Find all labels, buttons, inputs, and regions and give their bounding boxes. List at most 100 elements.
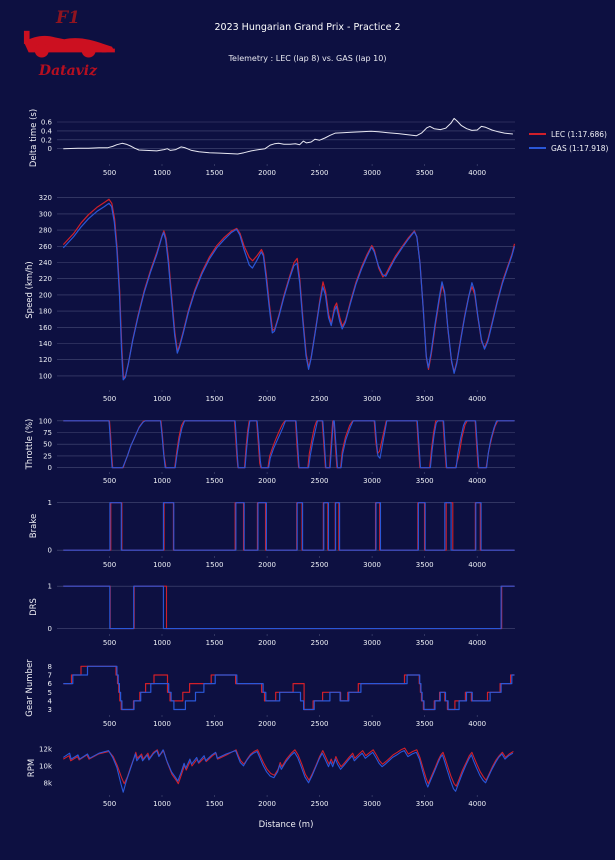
svg-text:1500: 1500 [206, 639, 224, 647]
svg-text:50: 50 [43, 441, 52, 449]
svg-text:1500: 1500 [206, 395, 224, 403]
svg-text:1500: 1500 [206, 169, 224, 177]
svg-text:0: 0 [48, 145, 52, 153]
svg-text:12k: 12k [39, 745, 53, 753]
svg-text:3000: 3000 [363, 800, 381, 808]
delta-time-plot: 00.20.40.6 500 1000 1500 2000 2500 3000 3500 400… [41, 117, 515, 177]
svg-text:2500: 2500 [311, 561, 329, 569]
f1-dataviz-logo: F1 Dataviz [18, 8, 118, 79]
gear-chart: Gear Number 3 4 5 6 7 8 500 1000 1500 2000 2500 300… [0, 659, 615, 729]
svg-text:100: 100 [39, 372, 52, 380]
svg-text:500: 500 [103, 561, 116, 569]
svg-text:500: 500 [103, 720, 116, 728]
svg-text:3000: 3000 [363, 477, 381, 485]
svg-text:3500: 3500 [416, 395, 434, 403]
svg-text:0.6: 0.6 [41, 119, 53, 127]
svg-text:0: 0 [48, 625, 52, 633]
svg-text:1500: 1500 [206, 477, 224, 485]
lec-line-swatch [529, 133, 546, 135]
f1-car-icon [23, 30, 115, 58]
gas-line-swatch [529, 147, 546, 149]
svg-text:4000: 4000 [468, 561, 486, 569]
svg-text:3500: 3500 [416, 561, 434, 569]
svg-text:1000: 1000 [153, 800, 171, 808]
svg-text:240: 240 [39, 259, 52, 267]
rpm-plot: 8k 10k 12k 500 1000 1500 2000 2500 3000 3500 4000 [39, 745, 514, 808]
legend-item-gas: GAS (1:17.918) [529, 141, 608, 155]
svg-text:500: 500 [103, 800, 116, 808]
svg-text:3500: 3500 [416, 720, 434, 728]
svg-text:4: 4 [48, 697, 53, 705]
svg-text:3000: 3000 [363, 395, 381, 403]
svg-text:140: 140 [39, 340, 52, 348]
svg-text:5: 5 [48, 689, 52, 697]
page-subtitle: Telemetry : LEC (lap 8) vs. GAS (lap 10) [228, 54, 387, 63]
svg-text:8: 8 [48, 663, 52, 671]
svg-text:260: 260 [39, 243, 52, 251]
legend: LEC (1:17.686) GAS (1:17.918) [529, 127, 608, 155]
svg-text:1000: 1000 [153, 395, 171, 403]
svg-text:2500: 2500 [311, 395, 329, 403]
svg-text:2500: 2500 [311, 720, 329, 728]
speed-chart: Speed (km/h) 100 120 140 160 180 200 220 240 260… [0, 190, 615, 404]
svg-text:500: 500 [103, 639, 116, 647]
svg-text:4000: 4000 [468, 639, 486, 647]
delta-time-chart: Delta time (s) 0 0.2 0.4 0.6 500 1000 1500 2000… [0, 109, 615, 178]
svg-text:160: 160 [39, 324, 52, 332]
svg-text:1500: 1500 [206, 800, 224, 808]
svg-text:1000: 1000 [153, 169, 171, 177]
svg-text:280: 280 [39, 227, 52, 235]
page-title: 2023 Hungarian Grand Prix - Practice 2 [214, 22, 401, 33]
svg-text:1000: 1000 [153, 477, 171, 485]
svg-text:2000: 2000 [258, 639, 276, 647]
svg-text:120: 120 [39, 356, 52, 364]
svg-text:2000: 2000 [258, 477, 276, 485]
svg-text:220: 220 [39, 275, 52, 283]
svg-text:4000: 4000 [468, 800, 486, 808]
svg-text:180: 180 [39, 308, 52, 316]
logo-dataviz-text: Dataviz [38, 63, 98, 79]
svg-text:2500: 2500 [311, 477, 329, 485]
svg-text:2500: 2500 [311, 639, 329, 647]
svg-text:1500: 1500 [206, 720, 224, 728]
svg-text:1500: 1500 [206, 561, 224, 569]
logo-f1-text: F1 [56, 8, 80, 28]
svg-text:300: 300 [39, 210, 52, 218]
svg-text:1000: 1000 [153, 561, 171, 569]
svg-text:3000: 3000 [363, 720, 381, 728]
svg-text:8k: 8k [43, 779, 52, 787]
svg-text:500: 500 [103, 169, 116, 177]
svg-text:0: 0 [48, 464, 52, 472]
throttle-plot: 0 25 50 75 100 500 1000 1500 2000 2500 3000 3500 400… [39, 417, 515, 485]
svg-text:3000: 3000 [363, 169, 381, 177]
brake-chart: Brake 0 1 500 1000 1500 2000 2500 3000 3500 4000 [0, 496, 615, 570]
svg-text:200: 200 [39, 291, 52, 299]
svg-text:4000: 4000 [468, 169, 486, 177]
legend-label-gas: GAS (1:17.918) [551, 143, 609, 153]
svg-text:4000: 4000 [468, 477, 486, 485]
svg-text:1: 1 [48, 583, 52, 591]
svg-text:3000: 3000 [363, 561, 381, 569]
svg-text:4000: 4000 [468, 395, 486, 403]
svg-text:1000: 1000 [153, 720, 171, 728]
svg-text:3500: 3500 [416, 169, 434, 177]
svg-text:3000: 3000 [363, 639, 381, 647]
svg-text:3500: 3500 [416, 639, 434, 647]
svg-text:2500: 2500 [311, 169, 329, 177]
svg-text:4000: 4000 [468, 720, 486, 728]
svg-text:320: 320 [39, 194, 52, 202]
svg-text:500: 500 [103, 477, 116, 485]
svg-text:0.4: 0.4 [41, 127, 53, 135]
throttle-chart: Throttle (%) 0 25 50 75 100 500 1000 1500 2000 25… [0, 416, 615, 486]
svg-text:6: 6 [48, 680, 53, 688]
svg-text:2000: 2000 [258, 561, 276, 569]
svg-text:25: 25 [43, 452, 52, 460]
svg-text:2000: 2000 [258, 395, 276, 403]
svg-text:10k: 10k [39, 762, 53, 770]
svg-text:3500: 3500 [416, 477, 434, 485]
svg-text:1000: 1000 [153, 639, 171, 647]
